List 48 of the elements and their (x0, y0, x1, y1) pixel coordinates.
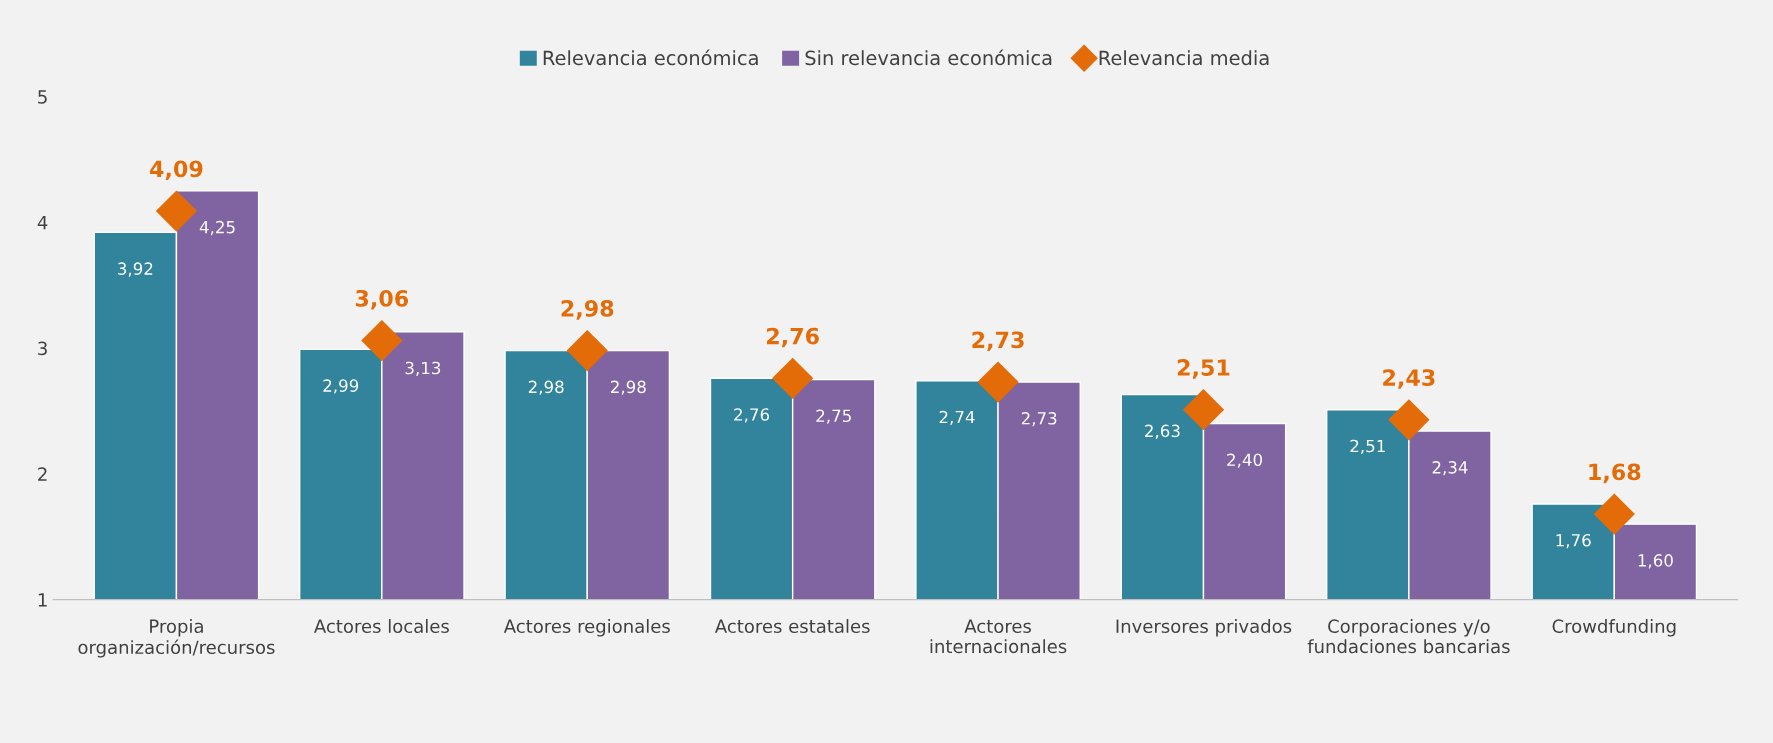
data-label: 3,92 (118, 262, 153, 277)
data-label: 2,73 (972, 331, 1024, 352)
point (361, 320, 403, 361)
data-label: 1,68 (1589, 463, 1641, 484)
point (1388, 399, 1430, 441)
data-label: 2,34 (1432, 461, 1468, 476)
data-label: 2,73 (1021, 412, 1057, 427)
y-tick-label: 2 (38, 467, 47, 481)
data-label: 2,75 (816, 409, 851, 424)
data-label: 2,76 (734, 408, 770, 423)
x-tick-label: Actores estatales (714, 619, 870, 634)
y-tick-label: 4 (37, 216, 48, 230)
data-label: 2,74 (939, 410, 975, 426)
legend-label: Relevancia económica (543, 49, 758, 66)
point (772, 357, 813, 399)
point (156, 190, 197, 232)
point (1593, 493, 1635, 535)
x-tick-label: Actores regionales (503, 619, 670, 637)
data-label: 2,51 (1350, 439, 1385, 454)
data-label: 2,99 (323, 379, 359, 394)
x-tick-label: Corporaciones y/o fundaciones bancarias (1307, 619, 1510, 654)
data-label: 2,51 (1177, 359, 1230, 379)
y-tick-label: 1 (38, 593, 47, 607)
data-label: 2,63 (1145, 424, 1180, 439)
point (566, 330, 608, 371)
data-label: 2,98 (528, 380, 564, 395)
x-tick-label: Inversores privados (1116, 619, 1292, 637)
data-label: 1,76 (1556, 533, 1591, 549)
x-tick-label: Actores locales (314, 619, 449, 634)
legend-label: Sin relevancia económica (805, 49, 1052, 66)
point (1183, 389, 1224, 431)
x-tick-label: Crowdfunding (1552, 619, 1676, 637)
data-label: 2,43 (1383, 369, 1435, 389)
data-label: 4,09 (150, 160, 203, 181)
data-label: 1,60 (1638, 554, 1673, 569)
data-label: 2,98 (561, 300, 614, 320)
y-tick-label: 3 (38, 341, 47, 356)
point (977, 361, 1019, 403)
legend-label: Relevancia media (1099, 50, 1269, 66)
data-label: 2,98 (611, 380, 646, 395)
x-tick-label: Propia organización/recursos (78, 619, 275, 658)
data-label: 3,13 (405, 361, 441, 377)
y-tick-label: 5 (38, 90, 47, 104)
data-label: 4,25 (199, 220, 235, 236)
data-label: 3,06 (355, 289, 409, 310)
data-label: 2,40 (1227, 453, 1263, 468)
x-tick-label: Actores internacionales (930, 619, 1067, 654)
data-label: 2,76 (767, 327, 819, 348)
